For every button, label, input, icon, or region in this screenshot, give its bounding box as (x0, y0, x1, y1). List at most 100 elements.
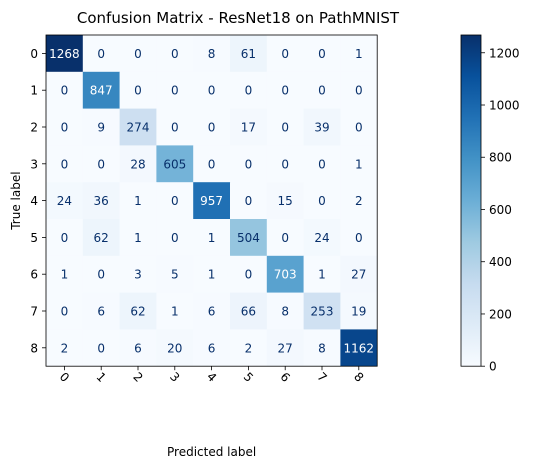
x-tick-label: 6 (278, 370, 293, 385)
colorbar-tick-label: 600 (489, 203, 512, 217)
heatmap-cell (46, 219, 84, 257)
heatmap-cell (340, 145, 378, 183)
heatmap-cell (230, 108, 268, 146)
heatmap-cell (266, 219, 304, 257)
x-tick-label: 4 (204, 370, 219, 385)
y-axis-ticks: 0 1 2 3 4 5 6 7 8 (30, 47, 46, 355)
cell-value-label: 8 (318, 341, 326, 355)
cell-value-label: 1 (208, 231, 216, 245)
heatmap-cell (156, 145, 194, 183)
cell-value-label: 1 (134, 194, 142, 208)
heatmap-cell (340, 108, 378, 146)
cell-value-label: 5 (171, 268, 179, 282)
cell-value-labels: 1268 0 0 0 8 61 0 0 10 847 0 0 0 0 0 0 00 9 274 0 0 17 0 39 00 0 2… (49, 47, 374, 355)
heatmap-cell (340, 219, 378, 257)
cell-value-label: 0 (171, 84, 179, 98)
heatmap-cell (303, 255, 341, 293)
cell-value-label: 0 (97, 47, 105, 61)
heatmap-cell (156, 292, 194, 330)
cell-value-label: 847 (90, 84, 113, 98)
heatmap-cell (156, 255, 194, 293)
heatmap-cell (193, 108, 231, 146)
x-tick-label: 7 (314, 370, 329, 385)
cell-value-label: 17 (241, 121, 256, 135)
heatmap-cell (266, 182, 304, 220)
y-tick-label: 0 (30, 47, 38, 61)
heatmap-cell (119, 182, 157, 220)
heatmap-cell (119, 71, 157, 109)
cell-value-label: 0 (97, 341, 105, 355)
heatmap-cell (266, 35, 304, 73)
cell-value-label: 0 (61, 231, 69, 245)
cell-value-label: 3 (134, 268, 142, 282)
cell-value-label: 0 (208, 121, 216, 135)
cell-value-label: 0 (355, 121, 363, 135)
heatmap-cell (193, 329, 231, 367)
colorbar-ticks: 0 200 400 600 800 1000 1200 (481, 46, 520, 374)
cell-value-label: 28 (130, 157, 145, 171)
cell-value-label: 2 (61, 341, 69, 355)
cell-value-label: 0 (281, 84, 289, 98)
cell-value-label: 0 (61, 84, 69, 98)
colorbar (461, 35, 481, 367)
heatmap-cell (156, 71, 194, 109)
heatmap-cell (266, 108, 304, 146)
cell-value-label: 6 (97, 305, 105, 319)
cell-value-label: 504 (237, 231, 260, 245)
cell-value-label: 61 (241, 47, 256, 61)
heatmap-cells (46, 35, 378, 367)
heatmap-cell (193, 219, 231, 257)
heatmap-cell (119, 108, 157, 146)
cell-value-label: 0 (318, 194, 326, 208)
cell-value-label: 0 (318, 47, 326, 61)
colorbar-tick-label: 1200 (489, 46, 520, 60)
cell-value-label: 6 (208, 341, 216, 355)
y-tick-label: 4 (30, 194, 38, 208)
heatmap-cell (82, 182, 120, 220)
cell-value-label: 36 (94, 194, 109, 208)
cell-value-label: 0 (61, 121, 69, 135)
heatmap-cell (303, 182, 341, 220)
y-tick-label: 5 (30, 231, 38, 245)
heatmap-cell (193, 145, 231, 183)
heatmap-cell (303, 219, 341, 257)
cell-value-label: 62 (94, 231, 109, 245)
heatmap-cell (119, 329, 157, 367)
heatmap-cell (46, 108, 84, 146)
cell-value-label: 20 (167, 341, 182, 355)
heatmap-cell (156, 35, 194, 73)
x-tick-label: 8 (351, 370, 366, 385)
heatmap-cell (156, 329, 194, 367)
cell-value-label: 0 (245, 194, 253, 208)
cell-value-label: 1 (208, 268, 216, 282)
cell-value-label: 1268 (49, 47, 80, 61)
colorbar-tick-label: 200 (489, 307, 512, 321)
x-tick-label: 3 (167, 370, 182, 385)
chart-title: Confusion Matrix - ResNet18 on PathMNIST (77, 9, 400, 27)
heatmap-cell (230, 182, 268, 220)
cell-value-label: 0 (355, 231, 363, 245)
y-tick-label: 6 (30, 268, 38, 282)
colorbar-frame (460, 34, 482, 367)
y-tick-label: 7 (30, 305, 38, 319)
cell-value-label: 1 (134, 231, 142, 245)
heatmap-cell (82, 219, 120, 257)
cell-value-label: 8 (208, 47, 216, 61)
heatmap-cell (119, 219, 157, 257)
cell-value-label: 1 (355, 47, 363, 61)
heatmap-cell (193, 35, 231, 73)
heatmap-cell (193, 255, 231, 293)
cell-value-label: 703 (274, 268, 297, 282)
heatmap-cell (266, 292, 304, 330)
heatmap-cell (340, 329, 378, 367)
cell-value-label: 9 (97, 121, 105, 135)
heatmap-cell (303, 35, 341, 73)
heatmap-cell (119, 292, 157, 330)
cell-value-label: 19 (351, 305, 366, 319)
cell-value-label: 0 (134, 84, 142, 98)
cell-value-label: 0 (171, 231, 179, 245)
cell-value-label: 62 (130, 305, 145, 319)
x-tick-label: 5 (241, 370, 256, 385)
x-tick-label: 2 (130, 370, 145, 385)
